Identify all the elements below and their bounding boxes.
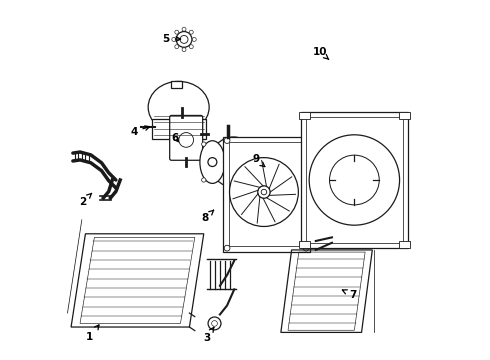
Circle shape [175, 45, 179, 49]
Circle shape [189, 30, 193, 34]
Circle shape [176, 32, 192, 47]
Circle shape [201, 178, 206, 182]
Circle shape [303, 138, 309, 143]
Circle shape [212, 320, 218, 326]
Bar [299, 112, 310, 119]
Circle shape [172, 37, 176, 41]
Circle shape [309, 135, 399, 225]
Bar [399, 241, 410, 248]
Circle shape [224, 245, 230, 251]
FancyBboxPatch shape [170, 116, 203, 160]
Circle shape [258, 186, 270, 198]
Bar [300, 112, 408, 248]
Bar [172, 81, 182, 88]
Circle shape [303, 245, 309, 251]
Bar [223, 137, 310, 252]
Text: 6: 6 [172, 133, 179, 143]
Text: 7: 7 [343, 290, 356, 300]
Bar [229, 142, 304, 246]
Bar [399, 112, 410, 119]
Text: 3: 3 [203, 327, 214, 343]
Ellipse shape [148, 81, 209, 133]
Circle shape [261, 189, 267, 195]
Circle shape [189, 45, 193, 49]
Circle shape [224, 138, 230, 143]
Bar [306, 117, 403, 243]
Text: 8: 8 [201, 210, 214, 223]
Ellipse shape [200, 141, 225, 183]
Circle shape [182, 27, 186, 31]
Circle shape [175, 30, 179, 34]
Bar [152, 119, 205, 139]
Text: 4: 4 [130, 126, 149, 136]
Bar [299, 241, 310, 248]
Circle shape [180, 36, 188, 43]
Ellipse shape [210, 137, 257, 187]
Text: 5: 5 [163, 34, 181, 44]
Circle shape [192, 37, 196, 41]
Text: 2: 2 [79, 193, 92, 207]
Circle shape [208, 158, 217, 167]
Circle shape [179, 132, 194, 147]
Circle shape [208, 317, 221, 330]
Text: 9: 9 [252, 154, 265, 167]
Text: 10: 10 [312, 46, 329, 59]
Circle shape [329, 155, 379, 205]
Circle shape [229, 158, 298, 226]
Text: 1: 1 [86, 325, 99, 342]
Circle shape [201, 142, 206, 146]
Circle shape [182, 48, 186, 51]
